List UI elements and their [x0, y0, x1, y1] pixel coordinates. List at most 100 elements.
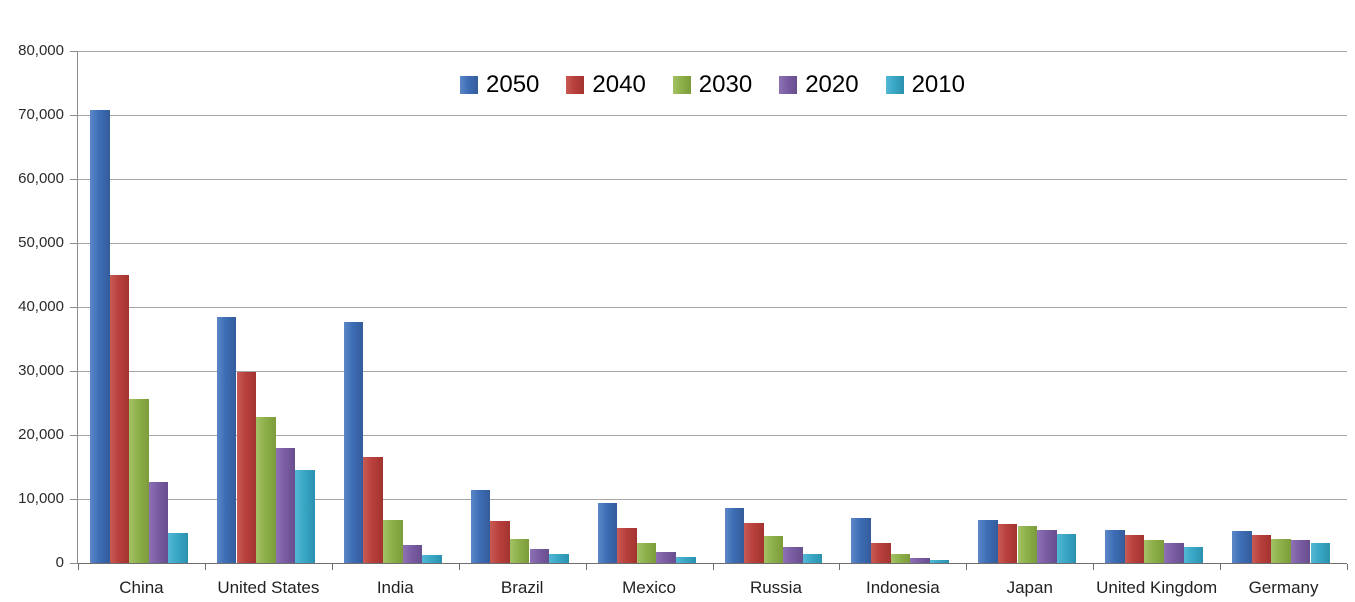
bar-2030-indonesia — [890, 553, 911, 563]
bar-2050-russia — [724, 508, 745, 563]
bar-2050-united-states — [216, 316, 237, 563]
gridline — [78, 371, 1347, 372]
x-axis-tick — [585, 564, 587, 570]
bar-2020-united-states — [275, 447, 296, 563]
x-axis-label: Japan — [1006, 578, 1053, 597]
x-axis-tick — [1220, 564, 1222, 570]
x-axis-tick — [1093, 564, 1095, 570]
bar-2020-china — [148, 482, 169, 563]
legend-label: 2040 — [592, 71, 646, 98]
x-axis-tick — [966, 564, 968, 570]
bar-2030-russia — [763, 535, 784, 563]
x-axis-label: Germany — [1248, 578, 1319, 597]
bar-2010-russia — [802, 554, 823, 563]
bar-2050-mexico — [597, 503, 618, 563]
x-axis-label: Indonesia — [865, 578, 940, 597]
bar-2040-brazil — [490, 520, 510, 563]
bar-2050-japan — [978, 520, 998, 563]
x-axis-label: Mexico — [622, 578, 676, 597]
x-axis-label: India — [376, 578, 414, 597]
legend-item-2030: 2030 — [672, 71, 753, 99]
x-axis-tick — [78, 564, 79, 570]
legend-swatch-icon — [885, 76, 904, 94]
bar-2010-japan — [1056, 533, 1077, 563]
bar-2010-united-kingdom — [1183, 546, 1204, 563]
bar-2050-brazil — [470, 490, 491, 563]
gridline — [78, 51, 1347, 52]
legend-label: 2010 — [911, 71, 965, 98]
gridline — [78, 115, 1347, 116]
x-axis-tick — [712, 564, 714, 570]
y-axis-label: 60,000 — [18, 170, 64, 187]
bar-2010-indonesia — [929, 560, 950, 563]
y-axis-tick — [70, 179, 78, 180]
y-axis-label: 80,000 — [18, 42, 64, 59]
legend-item-2020: 2020 — [779, 71, 859, 99]
bar-2030-united-states — [256, 416, 276, 563]
bar-2040-china — [109, 274, 130, 563]
legend-label: 2030 — [698, 71, 753, 98]
x-axis-label: United Kingdom — [1096, 578, 1218, 597]
legend-swatch-icon — [460, 76, 479, 94]
y-axis-label: 50,000 — [18, 234, 64, 251]
bar-2030-mexico — [636, 543, 657, 563]
gridline — [78, 435, 1347, 436]
bar-2020-mexico — [656, 551, 676, 563]
bar-2050-china — [90, 110, 110, 563]
x-axis-label: United States — [217, 578, 320, 597]
gridline — [78, 307, 1347, 308]
x-axis-tick — [1347, 564, 1348, 570]
bar-2040-indonesia — [871, 542, 891, 563]
legend-label: 2050 — [486, 71, 540, 98]
y-axis-tick — [70, 51, 78, 52]
bar-2050-united-kingdom — [1105, 530, 1125, 563]
bar-2040-germany — [1251, 534, 1272, 563]
bar-2040-russia — [744, 522, 764, 563]
bar-2030-germany — [1271, 538, 1291, 563]
bar-2020-germany — [1290, 540, 1311, 563]
bar-2030-united-kingdom — [1144, 540, 1164, 563]
bar-2020-russia — [783, 546, 803, 563]
bar-2010-china — [168, 533, 188, 563]
legend-label: 2020 — [805, 71, 859, 98]
bar-2020-brazil — [529, 548, 550, 563]
bar-2040-united-states — [236, 372, 257, 563]
gridline — [78, 499, 1347, 500]
y-axis-label: 70,000 — [18, 106, 64, 123]
legend-item-2010: 2010 — [885, 71, 965, 99]
legend-item-2050: 2050 — [460, 71, 539, 99]
gridline — [78, 243, 1347, 244]
x-axis-tick — [839, 564, 841, 570]
bar-2020-japan — [1037, 529, 1057, 563]
bar-2050-indonesia — [851, 518, 871, 563]
bar-2030-china — [129, 399, 149, 563]
x-axis-label: Brazil — [500, 578, 544, 597]
bar-2010-india — [422, 554, 442, 563]
bar-2040-india — [363, 457, 383, 563]
bar-2040-united-kingdom — [1124, 535, 1145, 563]
y-axis-tick — [70, 563, 78, 564]
bar-2020-united-kingdom — [1164, 543, 1184, 563]
y-axis-tick — [70, 499, 78, 500]
bar-2050-germany — [1232, 530, 1252, 563]
bar-2030-brazil — [509, 539, 530, 563]
legend-swatch-icon — [779, 76, 798, 94]
bar-2010-brazil — [549, 554, 569, 563]
y-axis-label: 40,000 — [18, 298, 64, 315]
x-axis-tick — [458, 564, 460, 570]
legend-item-2040: 2040 — [566, 71, 646, 99]
y-axis-label: 20,000 — [18, 426, 64, 443]
y-axis-tick — [70, 243, 78, 244]
bar-2040-mexico — [617, 528, 637, 563]
bar-2040-japan — [997, 524, 1018, 563]
legend: 2050 2040 2030 2020 2010 — [78, 68, 1347, 102]
x-axis-label: China — [119, 578, 164, 597]
gridline — [78, 179, 1347, 180]
x-axis-label: Russia — [749, 578, 802, 597]
bar-2020-india — [402, 544, 423, 563]
y-axis-label: 30,000 — [18, 362, 64, 379]
bar-2010-united-states — [295, 469, 315, 563]
bar-2010-mexico — [676, 556, 696, 563]
x-axis-tick — [331, 564, 333, 570]
